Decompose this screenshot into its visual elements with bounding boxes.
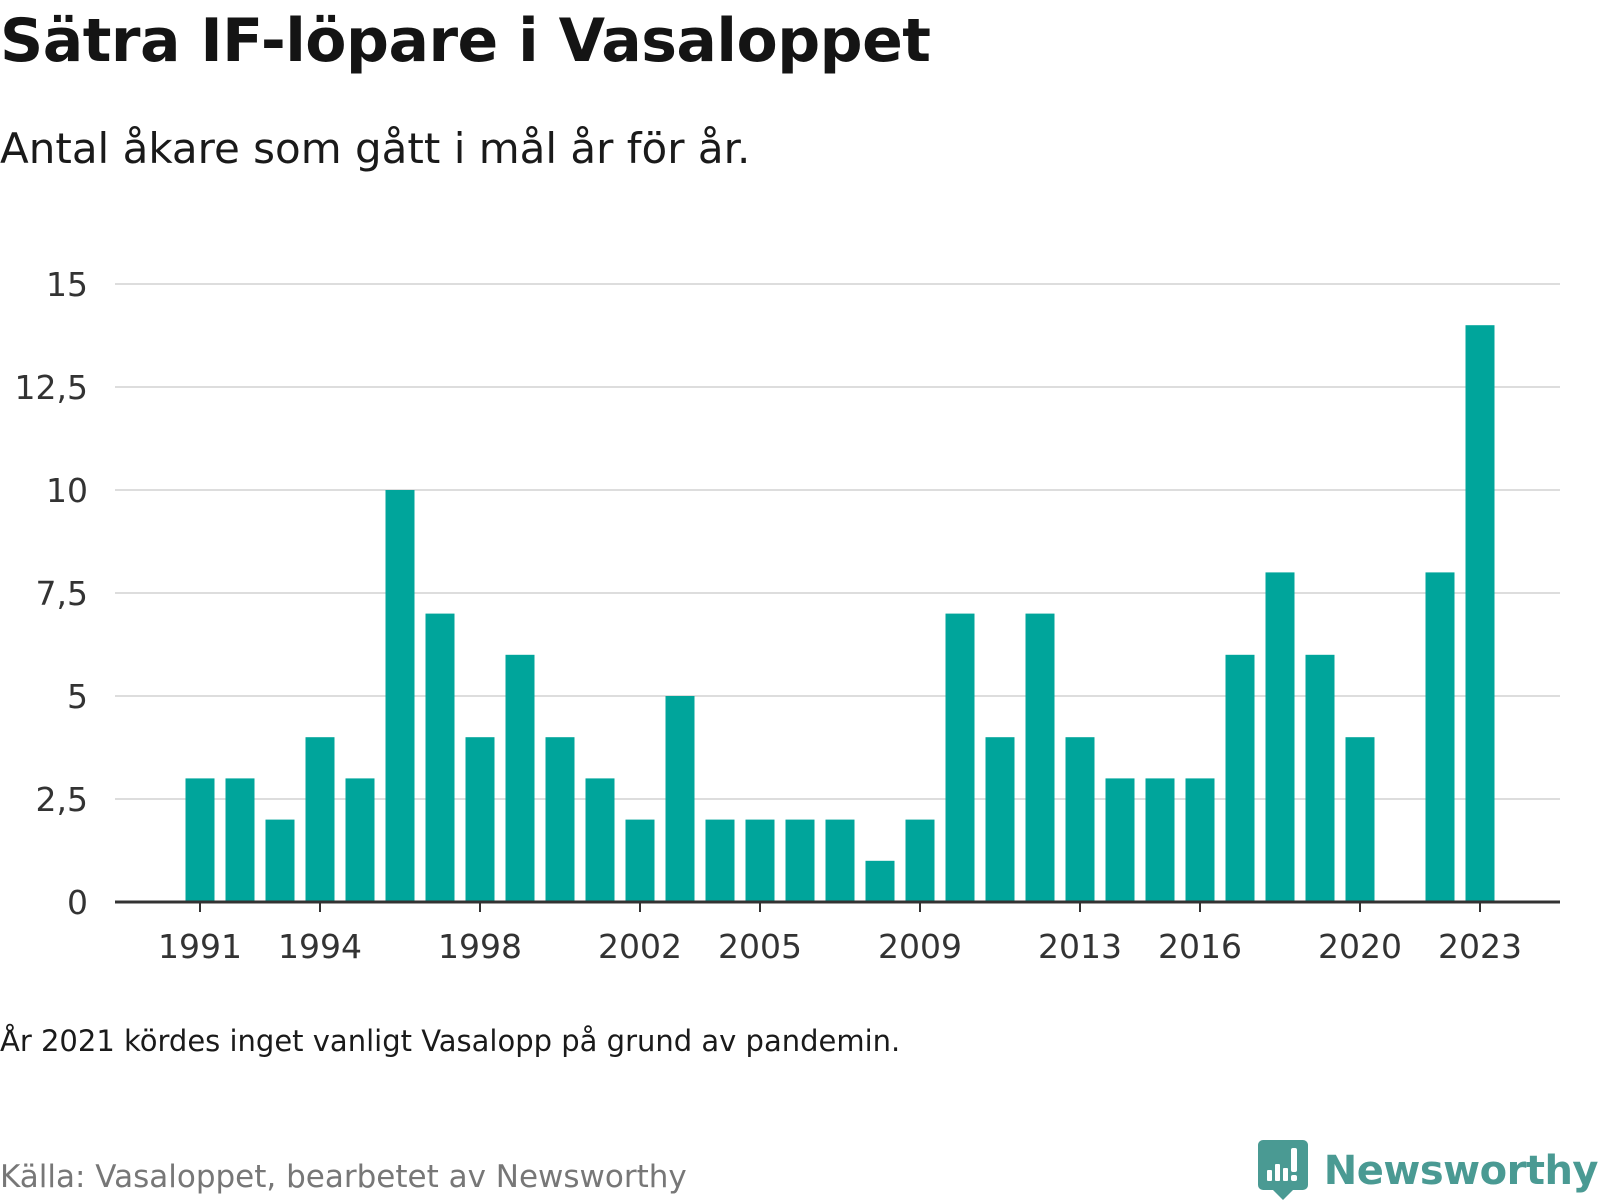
x-tick-label: 2005 xyxy=(718,927,802,966)
y-tick-label: 10 xyxy=(46,471,88,510)
bar-2012 xyxy=(1025,613,1055,902)
bar-2007 xyxy=(825,819,855,902)
bar-2006 xyxy=(785,819,815,902)
x-tick-label: 1998 xyxy=(438,927,522,966)
bar-2022 xyxy=(1425,572,1455,902)
x-axis-ticks: 1991 1994 1998 2002 2005 2009 2013 2016 2020 2023 xyxy=(158,902,1522,966)
x-tick-label: 1991 xyxy=(158,927,242,966)
y-tick-label: 0 xyxy=(67,883,88,922)
gridlines xyxy=(115,283,1560,800)
bar-2001 xyxy=(585,778,615,902)
source-text: Källa: Vasaloppet, bearbetet av Newswort… xyxy=(0,1159,687,1195)
x-tick-label: 2016 xyxy=(1158,927,1242,966)
y-axis-tick-labels: 0 2,5 5 7,5 10 12,5 15 xyxy=(15,265,88,922)
bar-chart: 0 2,5 5 7,5 10 12,5 15 1991 1994 1998 2002 2005 200… xyxy=(15,265,1560,966)
bar-2008 xyxy=(865,860,895,902)
bar-1993 xyxy=(265,819,295,902)
bar-1992 xyxy=(225,778,255,902)
x-tick-label: 2020 xyxy=(1318,927,1402,966)
bar-2018 xyxy=(1265,572,1295,902)
bar-1998 xyxy=(465,737,495,902)
chart-subtitle: Antal åkare som gått i mål år för år. xyxy=(0,124,751,173)
bar-2016 xyxy=(1185,778,1215,902)
y-tick-label: 12,5 xyxy=(15,368,88,407)
bar-1996 xyxy=(385,490,415,902)
bar-1994 xyxy=(305,737,335,902)
bar-2023 xyxy=(1465,325,1495,902)
bar-2010 xyxy=(945,613,975,902)
chart-title: Sätra IF-löpare i Vasaloppet xyxy=(0,6,931,76)
newsworthy-logo-icon xyxy=(1257,1140,1308,1200)
x-tick-label: 2013 xyxy=(1038,927,1122,966)
footnote: År 2021 kördes inget vanligt Vasalopp på… xyxy=(0,1024,901,1058)
bar-2004 xyxy=(705,819,735,902)
logo-text: Newsworthy xyxy=(1323,1148,1599,1194)
x-tick-label: 2023 xyxy=(1438,927,1522,966)
bar-1991 xyxy=(185,778,215,902)
bar-2000 xyxy=(545,737,575,902)
bar-2017 xyxy=(1225,654,1255,902)
x-tick-label: 2009 xyxy=(878,927,962,966)
bar-2019 xyxy=(1305,654,1335,902)
bar-2005 xyxy=(745,819,775,902)
x-tick-label: 2002 xyxy=(598,927,682,966)
bar-2009 xyxy=(905,819,935,902)
bar-2003 xyxy=(665,696,695,902)
bars xyxy=(185,325,1495,902)
y-tick-label: 7,5 xyxy=(36,574,88,613)
bar-2020 xyxy=(1345,737,1375,902)
bar-2015 xyxy=(1145,778,1175,902)
bar-1995 xyxy=(345,778,375,902)
y-tick-label: 15 xyxy=(46,265,88,304)
bar-2002 xyxy=(625,819,655,902)
bar-1997 xyxy=(425,613,455,902)
y-tick-label: 5 xyxy=(67,677,88,716)
y-tick-label: 2,5 xyxy=(36,780,88,819)
bar-2011 xyxy=(985,737,1015,902)
newsworthy-logo: Newsworthy xyxy=(1257,1140,1599,1202)
x-tick-label: 1994 xyxy=(278,927,362,966)
bar-1999 xyxy=(505,654,535,902)
bar-2013 xyxy=(1065,737,1095,902)
bar-2014 xyxy=(1105,778,1135,902)
